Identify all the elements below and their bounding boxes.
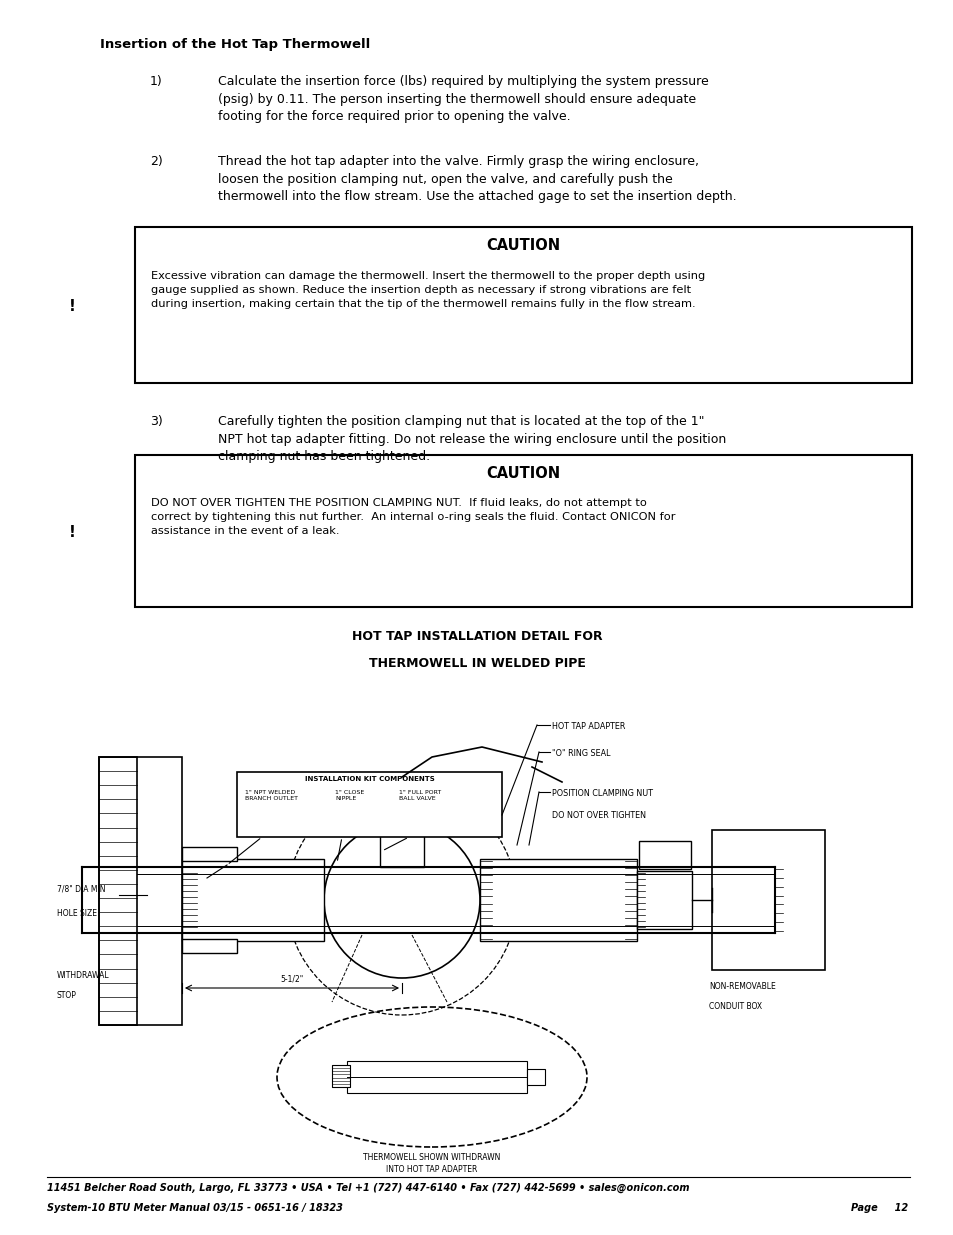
- Text: 1" CLOSE
NIPPLE: 1" CLOSE NIPPLE: [335, 790, 364, 802]
- Bar: [347, 1061, 526, 1093]
- Text: POSITION CLAMPING NUT: POSITION CLAMPING NUT: [552, 789, 652, 798]
- Text: 1): 1): [150, 75, 163, 88]
- Bar: [379, 795, 423, 867]
- Text: DO NOT OVER TIGHTEN THE POSITION CLAMPING NUT.  If fluid leaks, do not attempt t: DO NOT OVER TIGHTEN THE POSITION CLAMPIN…: [151, 498, 675, 536]
- Text: !: !: [69, 299, 75, 314]
- Text: 3): 3): [150, 415, 163, 429]
- Text: System-10 BTU Meter Manual 03/15 - 0651-16 / 18323: System-10 BTU Meter Manual 03/15 - 0651-…: [47, 1203, 342, 1213]
- Text: Insertion of the Hot Tap Thermowell: Insertion of the Hot Tap Thermowell: [100, 38, 370, 51]
- Text: STOP: STOP: [57, 990, 77, 1000]
- Text: 7/8" DIA MIN: 7/8" DIA MIN: [57, 885, 106, 894]
- Text: 5-1/2": 5-1/2": [280, 974, 303, 984]
- Bar: [637, 871, 691, 929]
- Text: THERMOWELL IN WELDED PIPE: THERMOWELL IN WELDED PIPE: [368, 657, 585, 671]
- Text: HOT TAP ADAPTER: HOT TAP ADAPTER: [552, 722, 625, 731]
- Text: Thread the hot tap adapter into the valve. Firmly grasp the wiring enclosure,
lo: Thread the hot tap adapter into the valv…: [218, 156, 736, 203]
- Text: WITHDRAWAL: WITHDRAWAL: [57, 971, 110, 981]
- Bar: [182, 860, 324, 941]
- Text: Page     12: Page 12: [850, 1203, 907, 1213]
- Text: CAUTION: CAUTION: [486, 466, 560, 480]
- Bar: [182, 939, 236, 953]
- Bar: [236, 772, 501, 837]
- Text: 2): 2): [150, 156, 163, 168]
- Bar: [387, 777, 416, 795]
- Text: "O" RING SEAL: "O" RING SEAL: [552, 748, 610, 758]
- Bar: [639, 841, 690, 869]
- Text: 1" NPT WELDED
BRANCH OUTLET: 1" NPT WELDED BRANCH OUTLET: [245, 790, 297, 802]
- Text: HOLE SIZE: HOLE SIZE: [57, 909, 97, 918]
- Text: 1" FULL PORT
BALL VALVE: 1" FULL PORT BALL VALVE: [398, 790, 441, 802]
- Text: 11451 Belcher Road South, Largo, FL 33773 • USA • Tel +1 (727) 447-6140 • Fax (7: 11451 Belcher Road South, Largo, FL 3377…: [47, 1183, 689, 1193]
- Bar: [479, 860, 637, 941]
- Text: DO NOT OVER TIGHTEN: DO NOT OVER TIGHTEN: [552, 811, 645, 820]
- Text: INSTALLATION KIT COMPONENTS: INSTALLATION KIT COMPONENTS: [304, 776, 434, 782]
- Text: CONDUIT BOX: CONDUIT BOX: [708, 1002, 761, 1011]
- Bar: [99, 757, 137, 1025]
- Text: CAUTION: CAUTION: [486, 238, 560, 253]
- Text: NON-REMOVABLE: NON-REMOVABLE: [708, 982, 775, 990]
- Bar: [182, 847, 236, 861]
- Text: THERMOWELL SHOWN WITHDRAWN
INTO HOT TAP ADAPTER: THERMOWELL SHOWN WITHDRAWN INTO HOT TAP …: [363, 1153, 500, 1173]
- Text: HOT TAP INSTALLATION DETAIL FOR: HOT TAP INSTALLATION DETAIL FOR: [352, 630, 601, 643]
- Bar: [526, 1070, 544, 1086]
- Text: Calculate the insertion force (lbs) required by multiplying the system pressure
: Calculate the insertion force (lbs) requ…: [218, 75, 708, 124]
- Bar: [99, 757, 182, 1025]
- Bar: [332, 1065, 350, 1087]
- Text: !: !: [69, 525, 75, 540]
- Text: Excessive vibration can damage the thermowell. Insert the thermowell to the prop: Excessive vibration can damage the therm…: [151, 270, 704, 309]
- Bar: [711, 830, 824, 969]
- Text: Carefully tighten the position clamping nut that is located at the top of the 1": Carefully tighten the position clamping …: [218, 415, 725, 463]
